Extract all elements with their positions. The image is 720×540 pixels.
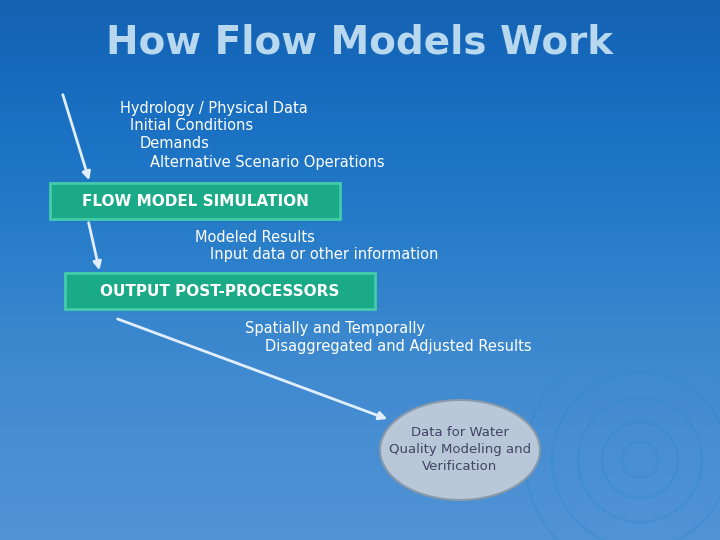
Text: Data for Water
Quality Modeling and
Verification: Data for Water Quality Modeling and Veri… <box>389 427 531 474</box>
Text: Demands: Demands <box>140 137 210 152</box>
Text: Spatially and Temporally: Spatially and Temporally <box>245 321 425 335</box>
Text: Input data or other information: Input data or other information <box>210 247 438 262</box>
Text: Hydrology / Physical Data: Hydrology / Physical Data <box>120 100 307 116</box>
Ellipse shape <box>380 400 540 500</box>
FancyBboxPatch shape <box>50 183 340 219</box>
Text: Disaggregated and Adjusted Results: Disaggregated and Adjusted Results <box>265 339 531 354</box>
Text: OUTPUT POST-PROCESSORS: OUTPUT POST-PROCESSORS <box>100 284 340 299</box>
Text: Modeled Results: Modeled Results <box>195 230 315 245</box>
FancyBboxPatch shape <box>65 273 375 309</box>
Text: Alternative Scenario Operations: Alternative Scenario Operations <box>150 154 384 170</box>
Text: How Flow Models Work: How Flow Models Work <box>107 23 613 61</box>
Text: FLOW MODEL SIMULATION: FLOW MODEL SIMULATION <box>81 193 308 208</box>
Text: Initial Conditions: Initial Conditions <box>130 118 253 133</box>
